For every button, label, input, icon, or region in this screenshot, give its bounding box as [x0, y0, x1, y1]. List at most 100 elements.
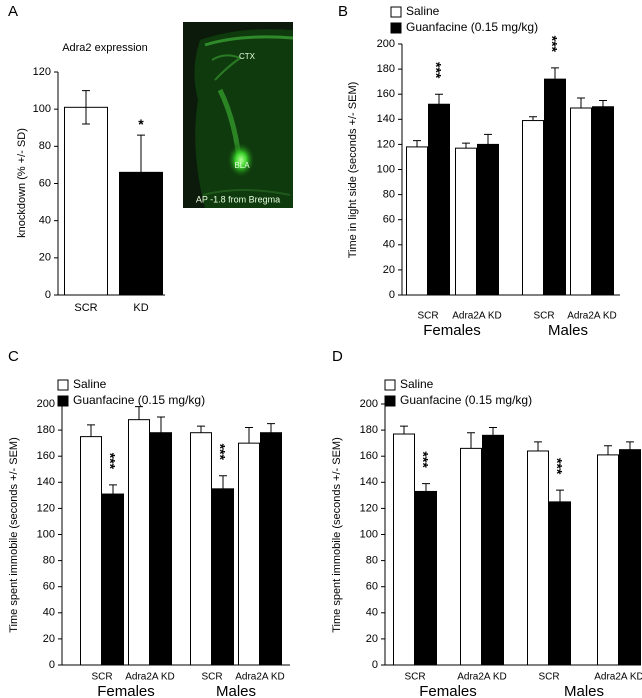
bar [482, 434, 504, 666]
significance-label: *** [102, 453, 118, 470]
y-tick-label: 160 [37, 450, 55, 462]
bar [477, 143, 499, 296]
y-tick-label: 80 [39, 140, 51, 152]
legend-swatch [390, 6, 402, 18]
y-tick-label: 0 [49, 659, 55, 671]
y-tick-label: 100 [360, 528, 378, 540]
legend-swatch [384, 379, 396, 391]
bar [128, 419, 150, 666]
legend-label: Guanfacine (0.15 mg/kg) [400, 393, 532, 407]
y-tick-label: 40 [383, 239, 395, 251]
significance-label: *** [428, 62, 444, 79]
bar [522, 120, 544, 296]
bar [455, 147, 477, 296]
error-bar [435, 93, 443, 105]
y-tick-label: 60 [383, 214, 395, 226]
y-tick-label: 0 [389, 289, 395, 301]
error-bar [577, 97, 585, 109]
y-tick-label: 80 [43, 555, 55, 567]
legend-swatch [384, 395, 396, 407]
bar [260, 432, 282, 666]
y-tick-label: 0 [372, 659, 378, 671]
y-tick-label: 60 [366, 581, 378, 593]
bar [527, 450, 549, 666]
error-bar [462, 142, 470, 149]
legend-label: Saline [406, 4, 440, 18]
y-tick-label: 100 [33, 103, 51, 115]
y-tick-label: 20 [383, 264, 395, 276]
error-bar [599, 99, 607, 107]
group-label: Males [216, 683, 256, 698]
bar [592, 106, 614, 296]
y-tick-label: 200 [37, 398, 55, 410]
bar [190, 432, 212, 666]
image-label: BLA [234, 161, 250, 170]
x-tick-label: Adra2A KD [457, 672, 506, 683]
y-tick-label: 80 [366, 555, 378, 567]
bar [570, 107, 592, 296]
y-tick-label: 80 [383, 189, 395, 201]
significance-label: *** [212, 444, 228, 461]
image-label: AP -1.8 from Bregma [196, 194, 280, 204]
error-bar [82, 90, 90, 125]
y-tick-label: 180 [37, 424, 55, 436]
x-tick-label: Adra2A KD [125, 672, 174, 683]
bar [393, 433, 415, 666]
error-bar [467, 432, 475, 449]
y-tick-label: 180 [360, 424, 378, 436]
error-bar [551, 67, 559, 80]
y-tick-label: 20 [43, 633, 55, 645]
x-tick-label: SCR [201, 672, 222, 683]
bar [238, 442, 260, 666]
bar [212, 488, 234, 666]
group-label: Males [548, 322, 588, 339]
x-tick-label: Adra2A KD [567, 311, 616, 322]
panel-letter: D [332, 348, 343, 365]
y-tick-label: 200 [377, 38, 395, 50]
legend-swatch [57, 395, 69, 407]
x-tick-label: SCR [74, 302, 97, 314]
x-tick-label: KD [133, 302, 148, 314]
x-tick-label: SCR [404, 672, 425, 683]
y-tick-label: 140 [360, 476, 378, 488]
x-tick-label: Adra2A KD [235, 672, 284, 683]
y-tick-label: 40 [39, 215, 51, 227]
x-tick-label: SCR [91, 672, 112, 683]
y-tick-label: 0 [45, 289, 51, 301]
x-tick-label: SCR [538, 672, 559, 683]
error-bar [556, 489, 564, 502]
chart-title: Adra2 expression [62, 42, 148, 54]
legend-label: Guanfacine (0.15 mg/kg) [406, 20, 538, 34]
error-bar [135, 406, 143, 420]
bar [80, 436, 102, 666]
legend-swatch [390, 22, 402, 34]
y-tick-label: 60 [43, 581, 55, 593]
legend-label: Saline [73, 377, 107, 391]
y-tick-label: 40 [43, 607, 55, 619]
y-tick-label: 200 [360, 398, 378, 410]
y-tick-label: 120 [33, 66, 51, 78]
y-tick-label: 20 [366, 633, 378, 645]
error-bar [137, 134, 145, 211]
bar [428, 103, 450, 296]
x-tick-label: SCR [533, 311, 554, 322]
y-tick-label: 60 [39, 177, 51, 189]
y-tick-label: 140 [377, 113, 395, 125]
significance-label: *** [415, 451, 431, 468]
image-label: CTX [239, 52, 256, 61]
error-bar [534, 441, 542, 451]
x-tick-label: Adra2A KD [452, 311, 501, 322]
y-tick-label: 160 [360, 450, 378, 462]
y-axis-label: Time spent immobile (seconds +/- SEM) [331, 437, 343, 633]
error-bar [604, 445, 612, 455]
bar [406, 146, 428, 296]
bar [619, 449, 641, 666]
bar [64, 106, 108, 296]
significance-label: *** [544, 36, 560, 53]
y-axis-label: Time in light side (seconds +/- SEM) [347, 82, 359, 259]
error-bar [245, 426, 253, 444]
error-bar [87, 424, 95, 437]
error-bar [626, 441, 634, 450]
error-bar [267, 423, 275, 433]
